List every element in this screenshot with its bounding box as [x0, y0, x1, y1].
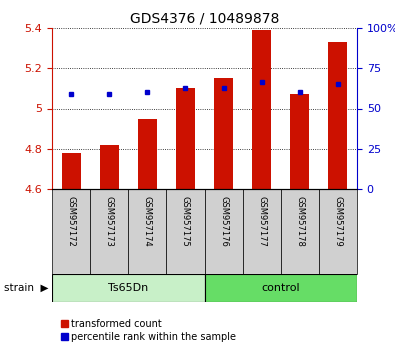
Bar — [52, 189, 90, 274]
Bar — [328, 42, 348, 189]
Bar — [52, 274, 205, 302]
Text: GSM957173: GSM957173 — [105, 196, 114, 247]
Text: strain  ▶: strain ▶ — [4, 283, 49, 293]
Legend: transformed count, percentile rank within the sample: transformed count, percentile rank withi… — [57, 315, 240, 346]
Text: GSM957178: GSM957178 — [295, 196, 304, 247]
Bar — [290, 95, 309, 189]
Bar — [243, 189, 281, 274]
Bar — [205, 189, 243, 274]
Text: GSM957179: GSM957179 — [333, 196, 342, 246]
Bar — [90, 189, 128, 274]
Text: control: control — [261, 283, 300, 293]
Bar — [62, 153, 81, 189]
Bar — [176, 88, 195, 189]
Text: GSM957172: GSM957172 — [67, 196, 75, 246]
Bar — [205, 274, 357, 302]
Bar — [138, 119, 157, 189]
Bar — [100, 145, 119, 189]
Bar — [281, 189, 319, 274]
Bar — [166, 189, 205, 274]
Text: Ts65Dn: Ts65Dn — [108, 283, 149, 293]
Bar — [319, 189, 357, 274]
Title: GDS4376 / 10489878: GDS4376 / 10489878 — [130, 11, 279, 25]
Text: GSM957176: GSM957176 — [219, 196, 228, 247]
Bar — [214, 78, 233, 189]
Text: GSM957174: GSM957174 — [143, 196, 152, 246]
Text: GSM957175: GSM957175 — [181, 196, 190, 246]
Bar — [128, 189, 166, 274]
Bar — [252, 30, 271, 189]
Text: GSM957177: GSM957177 — [257, 196, 266, 247]
